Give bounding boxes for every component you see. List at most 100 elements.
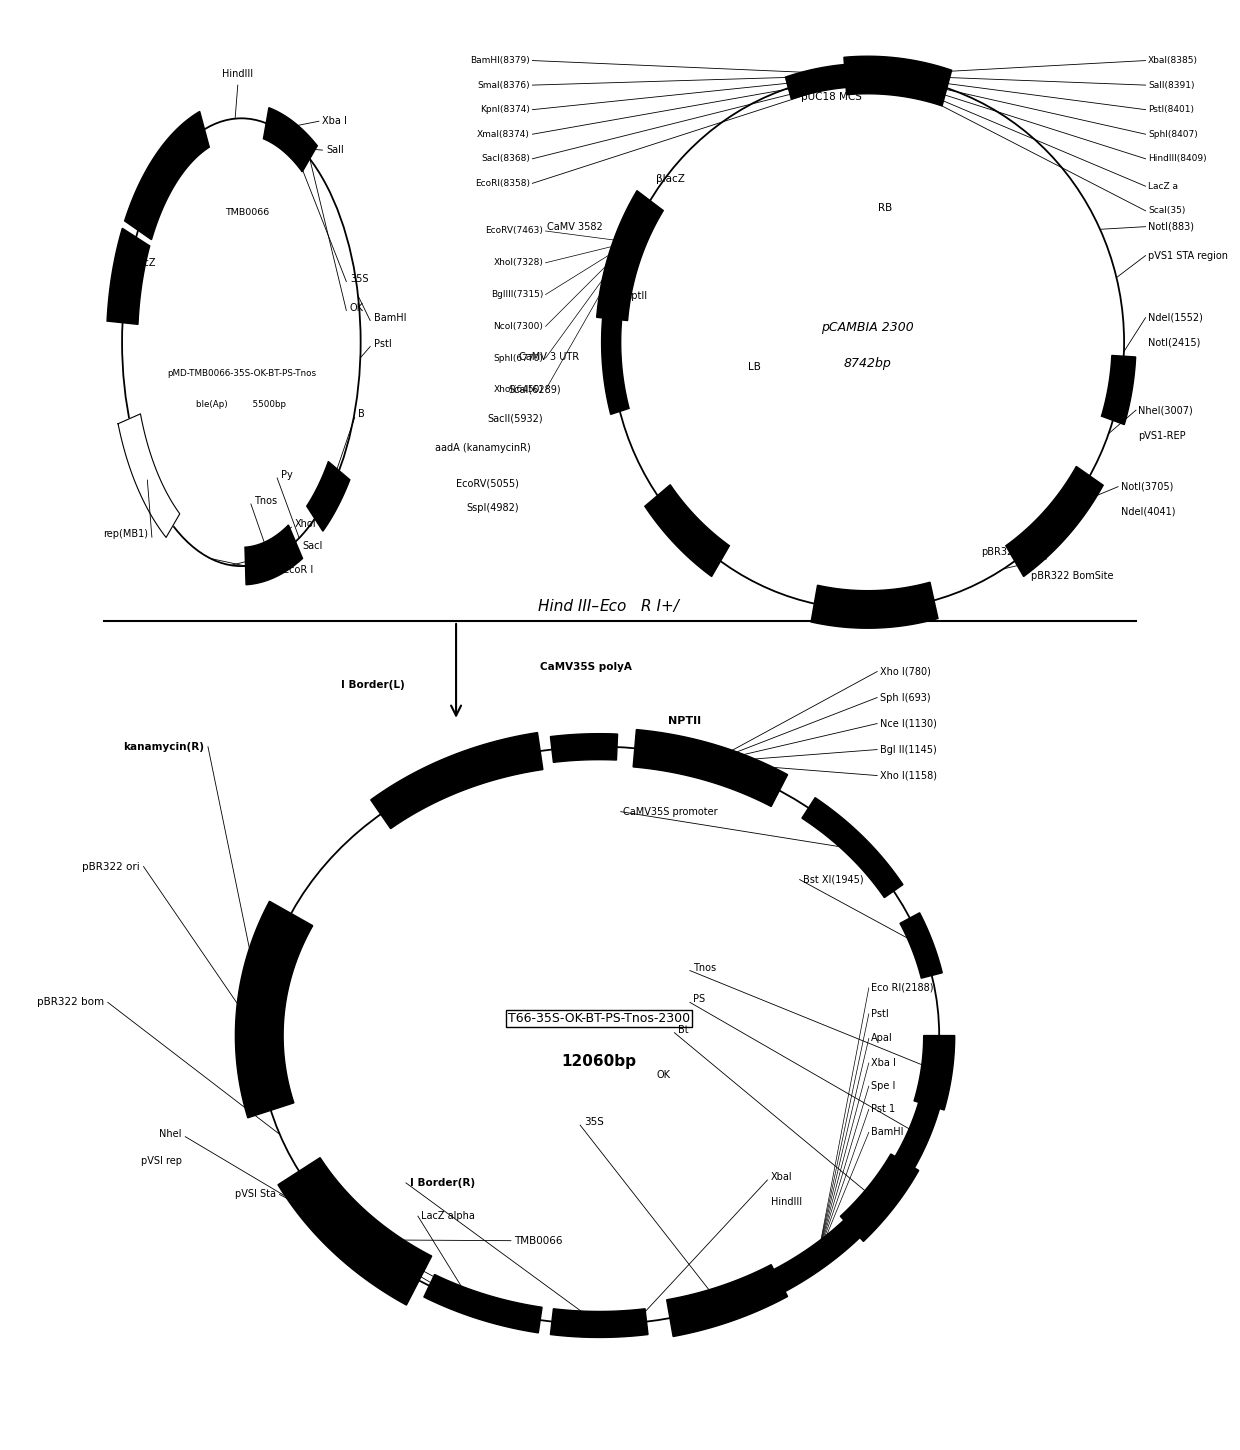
Text: NotI(3705): NotI(3705) — [1121, 481, 1173, 492]
Text: kanamycin(R): kanamycin(R) — [123, 741, 205, 751]
Text: Bgl II(1145): Bgl II(1145) — [879, 744, 936, 754]
Polygon shape — [424, 1275, 542, 1333]
Text: SphI(6770): SphI(6770) — [494, 354, 543, 362]
Text: OK: OK — [656, 1070, 671, 1080]
Polygon shape — [263, 107, 317, 173]
Polygon shape — [371, 732, 543, 828]
Polygon shape — [914, 1035, 955, 1111]
Text: XmaI(8374): XmaI(8374) — [477, 129, 529, 139]
Text: NotI(883): NotI(883) — [1148, 222, 1194, 232]
Polygon shape — [1006, 467, 1104, 577]
Polygon shape — [1101, 355, 1136, 425]
Polygon shape — [802, 798, 903, 898]
Text: EcoRV(7463): EcoRV(7463) — [485, 226, 543, 235]
Text: pBR322REP: pBR322REP — [981, 547, 1038, 557]
Text: XhoI(7328): XhoI(7328) — [494, 258, 543, 267]
Text: CaMV35S promoter: CaMV35S promoter — [622, 806, 718, 816]
Text: NdeI(4041): NdeI(4041) — [1121, 506, 1176, 516]
Text: Eco: Eco — [599, 599, 626, 613]
Polygon shape — [844, 57, 951, 106]
Text: EcoR I: EcoR I — [283, 566, 314, 576]
Text: SphI(8407): SphI(8407) — [1148, 129, 1198, 139]
Text: BglIII(7315): BglIII(7315) — [491, 290, 543, 299]
Text: HindIII(8409): HindIII(8409) — [1148, 154, 1207, 164]
Text: B: B — [358, 409, 365, 419]
Text: Nce I(1130): Nce I(1130) — [879, 719, 936, 728]
Text: LB: LB — [748, 362, 760, 371]
Polygon shape — [306, 461, 350, 531]
Polygon shape — [900, 912, 942, 979]
Text: 12060bp: 12060bp — [562, 1054, 636, 1069]
Polygon shape — [645, 484, 729, 577]
Polygon shape — [667, 1264, 787, 1337]
Polygon shape — [107, 228, 150, 325]
Text: Bt: Bt — [678, 1025, 688, 1035]
Polygon shape — [774, 1219, 859, 1292]
Text: pBR322 ori: pBR322 ori — [82, 861, 140, 871]
Text: XbaI(8385): XbaI(8385) — [1148, 57, 1198, 65]
Text: Xba I: Xba I — [872, 1058, 897, 1069]
Text: EcoRI(8358): EcoRI(8358) — [475, 178, 529, 188]
Text: Tnos: Tnos — [254, 496, 278, 506]
Text: Xbal: Xbal — [771, 1172, 792, 1182]
Text: 35S: 35S — [584, 1116, 604, 1127]
Polygon shape — [118, 413, 180, 538]
Polygon shape — [785, 64, 846, 99]
Text: pVS1 STA region: pVS1 STA region — [1148, 251, 1228, 261]
Text: 35S: 35S — [350, 274, 368, 284]
Text: aadA (kanamycinR): aadA (kanamycinR) — [435, 442, 531, 452]
Text: Pst 1: Pst 1 — [872, 1105, 895, 1114]
Text: Xba I: Xba I — [322, 116, 347, 126]
Text: SacI(8368): SacI(8368) — [481, 154, 529, 164]
Text: PstI: PstI — [373, 339, 392, 348]
Text: NotI(2415): NotI(2415) — [1148, 338, 1200, 347]
Text: Hind III–: Hind III– — [538, 599, 599, 613]
Text: NheI(3007): NheI(3007) — [1138, 405, 1193, 415]
Polygon shape — [551, 1309, 649, 1337]
Text: Xho I(780): Xho I(780) — [879, 667, 930, 677]
Text: NcoI(7300): NcoI(7300) — [494, 322, 543, 331]
Text: ScaI(6289): ScaI(6289) — [508, 384, 560, 394]
Text: rep(MB1): rep(MB1) — [103, 529, 149, 539]
Text: T66-35S-OK-BT-PS-Tnos-2300: T66-35S-OK-BT-PS-Tnos-2300 — [508, 1012, 691, 1025]
Text: SalI(8391): SalI(8391) — [1148, 81, 1194, 90]
Polygon shape — [634, 729, 787, 806]
Text: BamHI: BamHI — [872, 1127, 904, 1137]
Text: NPTII: NPTII — [668, 716, 702, 725]
Polygon shape — [278, 1157, 432, 1305]
Text: LacZ a: LacZ a — [1148, 181, 1178, 191]
Polygon shape — [124, 112, 210, 239]
Text: Bst XI(1945): Bst XI(1945) — [804, 874, 864, 884]
Text: pBR322 BomSite: pBR322 BomSite — [1030, 571, 1114, 581]
Polygon shape — [236, 902, 312, 1118]
Text: Eco RI(2188): Eco RI(2188) — [872, 983, 934, 993]
Text: XhoI: XhoI — [295, 519, 316, 529]
Text: ScaI(35): ScaI(35) — [1148, 206, 1185, 215]
Text: PS: PS — [693, 995, 706, 1005]
Polygon shape — [601, 318, 629, 415]
Text: Xho I(1158): Xho I(1158) — [879, 770, 936, 780]
Text: SalI: SalI — [326, 145, 343, 155]
Text: LacZ: LacZ — [131, 258, 155, 268]
Polygon shape — [841, 1154, 919, 1241]
Text: Tnos: Tnos — [693, 963, 717, 973]
Text: HindIII: HindIII — [771, 1196, 802, 1206]
Text: HindIII: HindIII — [222, 70, 253, 80]
Text: KpnI(8374): KpnI(8374) — [480, 106, 529, 115]
Polygon shape — [551, 734, 618, 763]
Text: SacI: SacI — [303, 541, 322, 551]
Text: CaMV 3582: CaMV 3582 — [547, 222, 603, 232]
Text: XhoI(6450): XhoI(6450) — [494, 386, 543, 394]
Text: pUC18 MCS: pUC18 MCS — [801, 91, 862, 102]
Text: pVSI Sta: pVSI Sta — [234, 1189, 277, 1199]
Text: BamHI: BamHI — [373, 313, 407, 323]
Text: NdeI(1552): NdeI(1552) — [1148, 313, 1203, 323]
Text: PstI: PstI — [872, 1009, 889, 1019]
Polygon shape — [246, 525, 303, 584]
Text: BamHI(8379): BamHI(8379) — [470, 57, 529, 65]
Text: pCAMBIA 2300: pCAMBIA 2300 — [821, 322, 914, 335]
Text: RB: RB — [878, 203, 893, 213]
Text: Spe I: Spe I — [872, 1082, 895, 1090]
Text: CaMV35S polyA: CaMV35S polyA — [539, 663, 631, 673]
Text: SmaI(8376): SmaI(8376) — [477, 81, 529, 90]
